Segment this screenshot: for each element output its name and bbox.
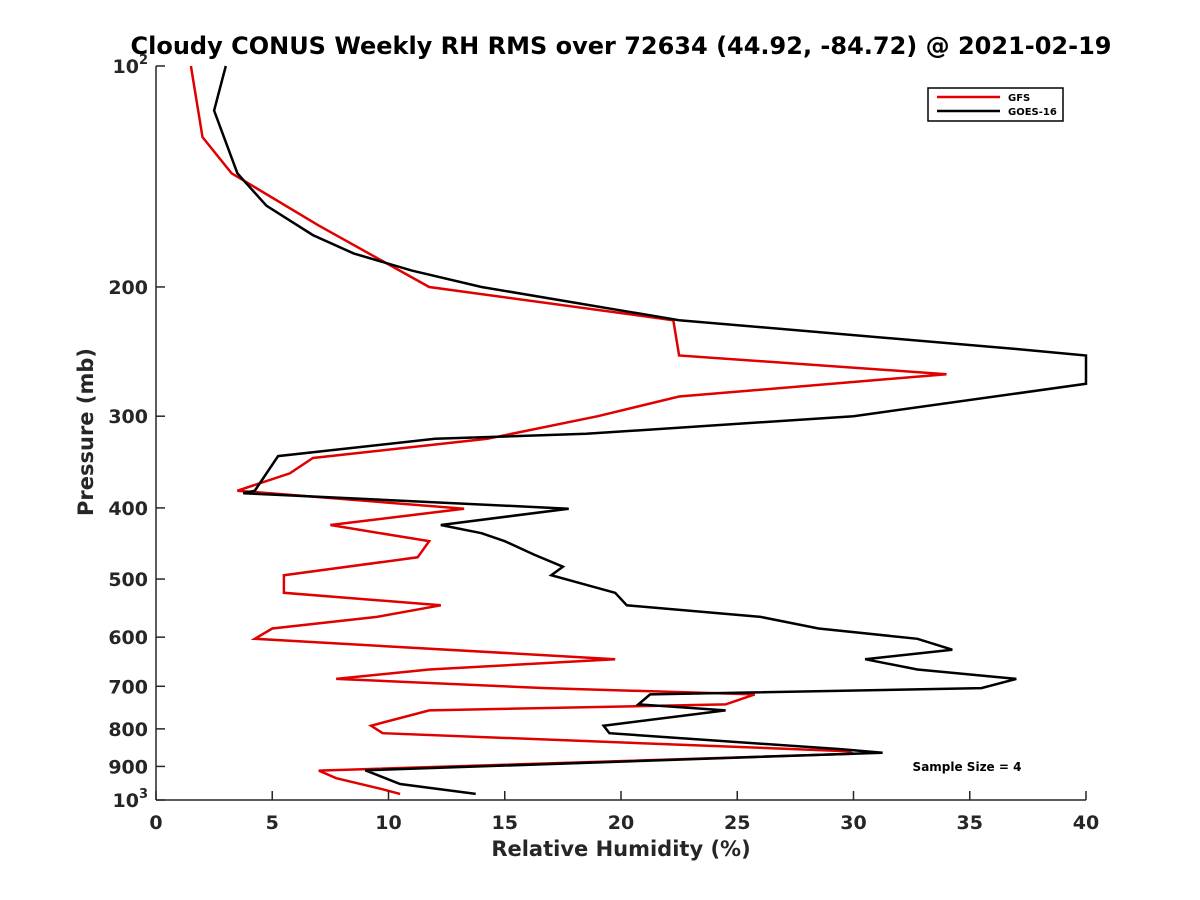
chart-title: Cloudy CONUS Weekly RH RMS over 72634 (4… bbox=[131, 32, 1112, 60]
legend-label-gfs: GFS bbox=[1008, 93, 1030, 104]
x-axis-label: Relative Humidity (%) bbox=[491, 837, 750, 861]
y-axis-label: Pressure (mb) bbox=[74, 348, 98, 516]
legend-label-goes16: GOES-16 bbox=[1008, 107, 1057, 118]
x-tick-label: 20 bbox=[608, 812, 634, 834]
y-tick-label: 300 bbox=[108, 406, 148, 428]
y-tick-label: 700 bbox=[108, 676, 148, 698]
x-tick-label: 30 bbox=[840, 812, 866, 834]
series-layer bbox=[189, 65, 1088, 796]
x-tick-label: 15 bbox=[492, 812, 518, 834]
y-tick-label: 900 bbox=[108, 756, 148, 778]
y-tick-label: 400 bbox=[108, 498, 148, 520]
y-tick-label: 103 bbox=[113, 787, 149, 812]
axes-layer: 0 5 10 15 20 25 30 35 40 102 200 300 400 500 600 700 800… bbox=[108, 53, 1099, 834]
sample-size-annotation: Sample Size = 4 bbox=[913, 760, 1022, 774]
x-tick-label: 0 bbox=[149, 812, 162, 834]
x-tick-label: 25 bbox=[724, 812, 750, 834]
x-tick-label: 10 bbox=[375, 812, 401, 834]
series-line-goes16 bbox=[212, 65, 1088, 796]
legend: GFS GOES-16 bbox=[927, 87, 1064, 122]
x-tick-label: 35 bbox=[957, 812, 983, 834]
series-line-gfs bbox=[189, 65, 947, 796]
y-tick-label: 800 bbox=[108, 719, 148, 741]
y-tick-label: 200 bbox=[108, 277, 148, 299]
x-tick-label: 40 bbox=[1073, 812, 1099, 834]
x-tick-label: 5 bbox=[266, 812, 279, 834]
y-tick-label: 500 bbox=[108, 569, 148, 591]
legend-box bbox=[927, 87, 1064, 122]
y-tick-label: 102 bbox=[113, 53, 149, 78]
y-tick-label: 600 bbox=[108, 627, 148, 649]
